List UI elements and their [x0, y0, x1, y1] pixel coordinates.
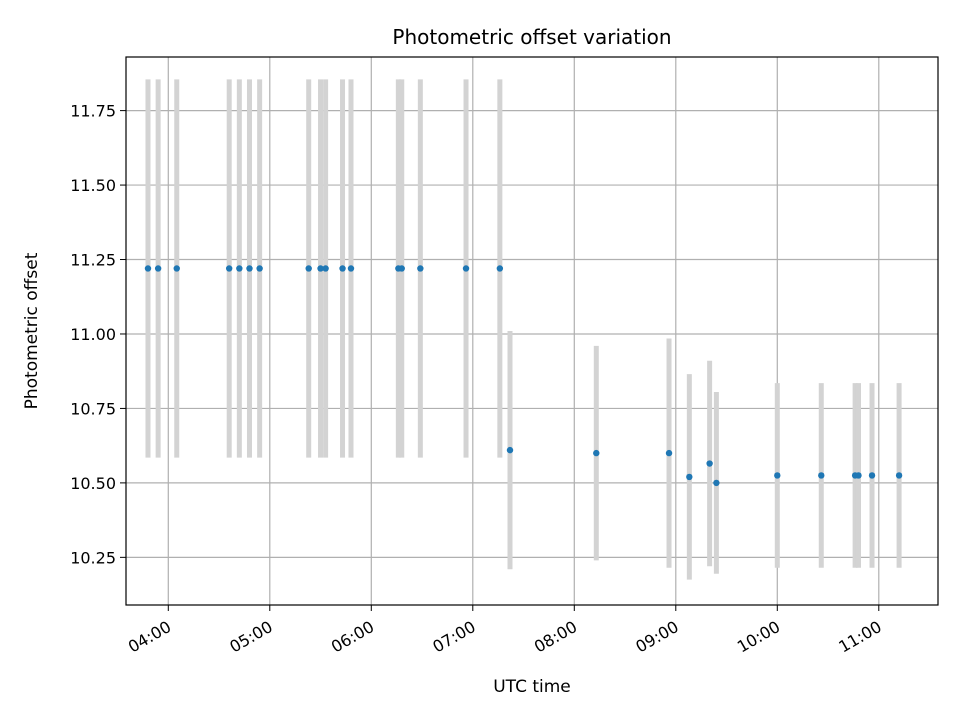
chart-title: Photometric offset variation [392, 25, 671, 49]
data-point [417, 265, 424, 272]
data-point [774, 472, 781, 479]
data-point [154, 265, 162, 272]
y-axis-label: Photometric offset [22, 252, 42, 409]
data-point [706, 460, 713, 467]
plot-frame [125, 56, 939, 606]
data-point [855, 472, 862, 479]
data-point [665, 449, 673, 457]
x-tick-label: 05:00 [226, 617, 275, 657]
y-tick-label: 11.00 [70, 325, 116, 344]
x-tick-label: 07:00 [429, 617, 478, 657]
y-tick-label: 11.25 [70, 251, 116, 270]
y-tick-label: 11.75 [70, 102, 116, 121]
data-point [144, 265, 152, 272]
y-tick-label: 10.75 [70, 399, 116, 418]
x-tick-label: 08:00 [531, 617, 580, 657]
y-tick-label: 11.50 [70, 176, 116, 195]
data-point [398, 265, 405, 272]
x-tick-label: 06:00 [328, 617, 377, 657]
y-tick-label: 10.25 [70, 548, 116, 567]
data-point [305, 265, 312, 272]
data-point [713, 479, 720, 487]
data-point [246, 265, 253, 272]
data-point [322, 265, 329, 272]
x-tick-label: 11:00 [835, 617, 884, 657]
data-point [317, 265, 324, 272]
data-point [686, 473, 693, 481]
data-point [225, 265, 233, 272]
data-point [462, 265, 470, 272]
data-point [868, 472, 876, 479]
data-point [593, 449, 600, 457]
x-tick-label: 04:00 [125, 617, 174, 657]
x-axis-label: UTC time [493, 677, 571, 697]
data-point [496, 265, 504, 272]
data-point [173, 265, 180, 272]
x-tick-label: 09:00 [632, 617, 681, 657]
x-axis-ticks: 04:00 05:00 06:00 07:00 08:00 09:00 10:00 11:00 [125, 605, 885, 657]
y-tick-label: 10.50 [70, 474, 116, 493]
error-bars [145, 79, 902, 580]
data-point [506, 446, 514, 454]
data-point [818, 472, 825, 479]
data-point [236, 265, 243, 272]
data-points [144, 265, 903, 487]
data-point [347, 265, 355, 272]
data-point [339, 265, 346, 272]
x-tick-label: 10:00 [734, 617, 783, 657]
y-axis-ticks: 10.25 10.50 10.75 11.00 11.25 11.50 11.75 [70, 102, 126, 567]
data-point [895, 472, 903, 479]
data-point [256, 265, 263, 272]
